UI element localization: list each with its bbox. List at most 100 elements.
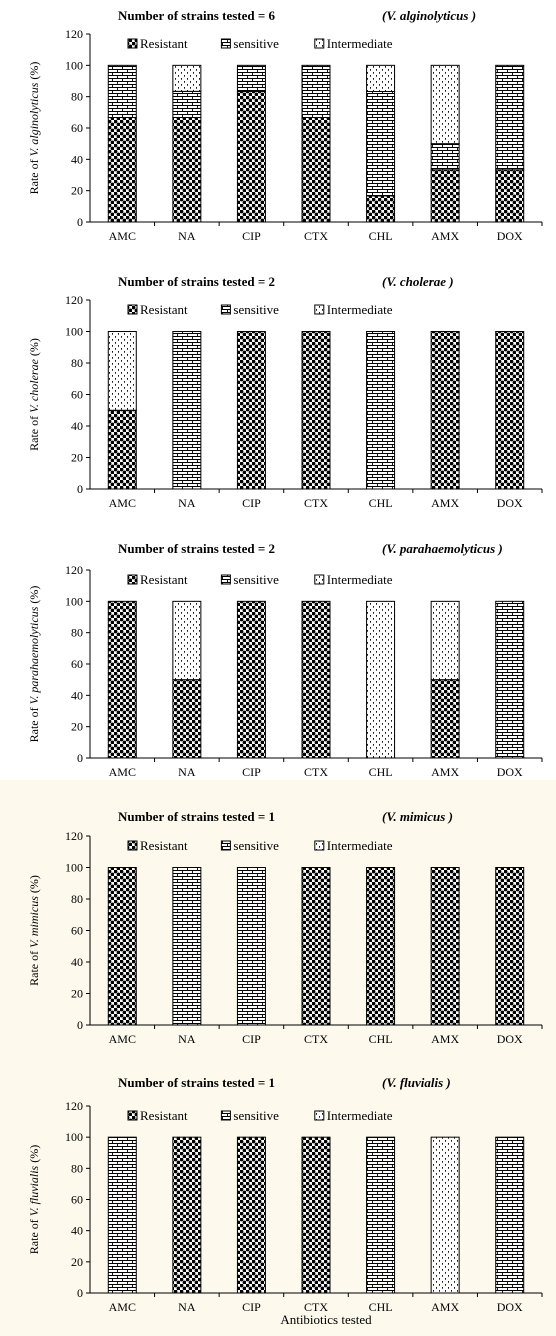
bar-segment-intermediate — [430, 64, 460, 145]
x-tick-label: NA — [178, 765, 196, 779]
y-tick-label: 120 — [65, 829, 83, 843]
y-tick-label: 100 — [65, 861, 83, 875]
x-tick-label: AMC — [109, 1032, 136, 1046]
bar-segment-intermediate — [366, 64, 396, 92]
chart-title: Number of strains tested = 2 — [118, 274, 275, 289]
x-tick-label: AMC — [109, 229, 136, 243]
y-tick-label: 100 — [65, 58, 83, 72]
bar-segment-resistant — [366, 195, 396, 223]
x-tick-label: DOX — [497, 1300, 523, 1314]
y-tick-label: 60 — [71, 924, 83, 938]
chart-species-label: (V. fluvialis ) — [382, 1075, 451, 1090]
bar-segment-resistant — [301, 867, 331, 1026]
chart-panel-2: Number of strains tested = 2 (V. cholerae… — [27, 274, 543, 510]
bar-segment-resistant — [236, 90, 266, 223]
y-tick-label: 120 — [65, 27, 83, 41]
chart-title: Number of strains tested = 1 — [118, 809, 275, 824]
y-tick-label: 0 — [77, 482, 83, 496]
x-tick-label: AMX — [431, 229, 459, 243]
legend-label: sensitive — [233, 572, 279, 587]
bar-segment-resistant — [301, 600, 331, 759]
x-tick-label: AMX — [431, 765, 459, 779]
y-axis-label-unit: (%) — [27, 586, 41, 607]
bar-segment-resistant — [172, 679, 202, 759]
y-axis-label-species: V. alginolyticus — [27, 82, 41, 156]
legend: Resistant sensitive Intermediate — [127, 36, 393, 51]
bar-segment-resistant — [495, 867, 525, 1026]
y-axis-label: Rate of V. fluvialis (%) — [27, 1145, 41, 1254]
x-tick-label: CIP — [242, 1032, 261, 1046]
legend-swatch-sensitive — [220, 38, 231, 49]
x-tick-label: DOX — [497, 1032, 523, 1046]
legend-swatch-sensitive — [220, 304, 231, 315]
y-axis-label: Rate of V. parahaemolyticus (%) — [27, 586, 41, 743]
legend-swatch-resistant — [127, 1110, 138, 1121]
x-tick-label: CHL — [369, 1300, 393, 1314]
bar-segment-sensitive — [107, 64, 137, 119]
bar-segment-intermediate — [430, 1136, 460, 1294]
chart-title: Number of strains tested = 6 — [118, 8, 276, 23]
legend-label: sensitive — [233, 838, 279, 853]
legend-label: Intermediate — [327, 1108, 393, 1123]
page-bottom-band — [0, 780, 556, 1336]
bar-segment-resistant — [236, 331, 266, 490]
x-tick-label: CIP — [242, 229, 261, 243]
legend-swatch-resistant — [127, 574, 138, 585]
y-tick-label: 100 — [65, 594, 83, 608]
legend-label: Resistant — [140, 302, 188, 317]
legend-label: Resistant — [140, 838, 188, 853]
y-axis-label-unit: (%) — [27, 338, 41, 359]
y-tick-label: 120 — [65, 293, 83, 307]
bar-segment-resistant — [495, 169, 525, 223]
legend: Resistant sensitive Intermediate — [127, 1108, 393, 1123]
y-axis-label-species: V. parahaemolyticus — [27, 606, 41, 704]
y-tick-label: 60 — [71, 1193, 83, 1207]
bar-segment-sensitive — [366, 331, 396, 490]
bar-segment-sensitive — [172, 90, 202, 119]
bar-segment-sensitive — [236, 64, 266, 92]
y-tick-label: 60 — [71, 121, 83, 135]
legend-label: Intermediate — [327, 36, 393, 51]
legend: Resistant sensitive Intermediate — [127, 302, 393, 317]
y-tick-label: 100 — [65, 1130, 83, 1144]
bar-segment-sensitive — [495, 64, 525, 171]
x-tick-label: CTX — [304, 229, 328, 243]
legend-swatch-intermediate — [314, 840, 325, 851]
y-tick-label: 20 — [71, 1255, 83, 1269]
bar-segment-resistant — [107, 117, 137, 223]
chart-species-label: (V. cholerae ) — [382, 274, 454, 289]
bar-segment-resistant — [430, 331, 460, 490]
legend-swatch-intermediate — [314, 1110, 325, 1121]
x-tick-label: CTX — [304, 765, 328, 779]
y-axis-label-prefix: Rate of — [27, 413, 41, 451]
bar-segment-resistant — [430, 169, 460, 223]
legend-swatch-intermediate — [314, 38, 325, 49]
chart-panel-1: Number of strains tested = 6 (V. alginoly… — [27, 8, 543, 243]
y-tick-label: 40 — [71, 419, 83, 433]
legend-label: sensitive — [233, 302, 279, 317]
y-axis-label-unit: (%) — [27, 62, 41, 83]
bar-segment-sensitive — [495, 600, 525, 759]
y-tick-label: 60 — [71, 657, 83, 671]
y-tick-label: 80 — [71, 1161, 83, 1175]
x-tick-label: AMX — [431, 1300, 459, 1314]
bar-segment-resistant — [107, 867, 137, 1026]
bar-segment-resistant — [430, 679, 460, 759]
y-tick-label: 0 — [77, 215, 83, 229]
y-tick-label: 40 — [71, 955, 83, 969]
x-tick-label: CTX — [304, 496, 328, 510]
x-tick-label: NA — [178, 1300, 196, 1314]
x-tick-label: NA — [178, 229, 196, 243]
y-tick-label: 0 — [77, 1286, 83, 1300]
y-tick-label: 80 — [71, 892, 83, 906]
y-tick-label: 100 — [65, 325, 83, 339]
y-axis-label-unit: (%) — [27, 1145, 41, 1166]
y-tick-label: 40 — [71, 152, 83, 166]
bar-segment-sensitive — [236, 867, 266, 1026]
legend-label: Resistant — [140, 572, 188, 587]
legend-swatch-sensitive — [220, 574, 231, 585]
y-axis-label-prefix: Rate of — [27, 704, 41, 742]
legend-label: Resistant — [140, 1108, 188, 1123]
y-tick-label: 60 — [71, 388, 83, 402]
